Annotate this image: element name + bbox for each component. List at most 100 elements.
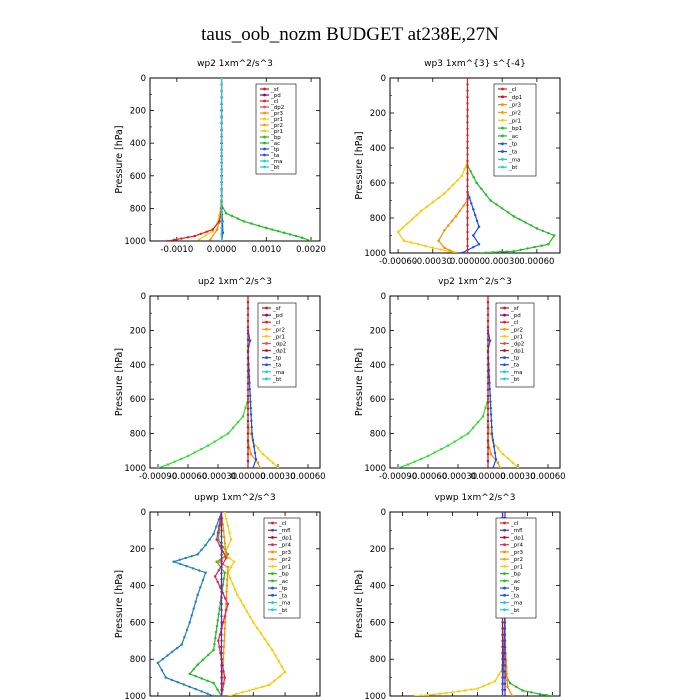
data-point [426,693,429,696]
data-point [224,548,227,552]
data-point [443,246,446,249]
data-point [241,691,244,694]
legend-marker [271,536,274,539]
data-point [182,683,185,686]
data-point [486,332,490,335]
y-axis-label: Pressure [hPa] [114,125,125,193]
data-point [164,676,168,679]
data-point [420,209,423,213]
data-point [466,165,469,169]
legend-marker [265,370,268,374]
data-point [466,102,469,105]
legend-marker [501,103,504,107]
data-point [462,204,465,207]
data-point [250,419,253,423]
legend-entry: _ta [278,593,287,599]
data-point [489,453,493,456]
data-point [466,159,469,162]
series-group [156,512,287,696]
legend-entry: _tp [272,356,282,362]
data-point [242,220,246,223]
data-point [501,688,504,692]
data-point [466,140,469,143]
data-point [490,426,493,429]
data-point [443,229,446,232]
data-point [406,463,410,466]
chart-panel-2: wp3 1xm^{3} s^{-4} Pressure [hPa] 0 200 400 6… [354,59,561,267]
legend-marker [503,349,506,352]
data-point [200,548,203,551]
data-point [220,78,223,80]
data-point [230,214,234,218]
data-point [463,167,466,171]
x-tick-label: 0.00000 [230,472,265,482]
data-point [217,613,220,616]
data-point [396,466,400,468]
data-point [460,436,463,439]
legend-marker [503,564,506,568]
data-point [488,339,492,342]
data-point [489,400,492,403]
legend-entry: _tp [510,586,520,592]
data-point [498,466,502,468]
data-point [228,694,231,696]
data-point [226,572,229,575]
legend-entry: _pr1 [270,117,283,123]
data-point [252,445,256,448]
data-point [490,419,493,423]
data-point [518,218,521,221]
legend-entry: _tp [270,147,280,153]
data-point [236,217,240,220]
legend-marker [503,320,506,324]
data-point [456,179,459,182]
data-point [451,183,455,186]
data-point [220,658,223,661]
legend-entry: _dp2 [510,341,524,347]
data-point [220,639,223,642]
data-point [225,590,228,593]
data-point [246,326,250,329]
data-point [229,577,232,580]
data-point [226,545,230,549]
data-point [218,607,221,610]
data-point [166,654,169,657]
data-point [217,639,220,642]
data-point [213,642,216,646]
data-point [220,664,223,667]
data-point [249,400,252,403]
legend-marker [503,557,506,561]
data-point [529,224,533,227]
legend-marker [503,334,506,338]
data-point [261,685,264,688]
series-line-dp1 [397,399,489,468]
data-point [220,670,223,673]
x-tick-label: 0.00060 [530,472,565,482]
data-point [220,145,223,149]
data-point [194,600,197,603]
data-point [466,108,469,112]
data-point [246,407,250,410]
data-point [486,382,490,385]
data-point [250,426,253,429]
x-tick-label: -0.00030 [199,472,237,482]
data-point [495,203,498,206]
data-point [246,369,250,373]
data-point [283,670,287,674]
legend: _sf_pd_cl_pr2_pr1_dp2 _dp1_tp_ta_ma_bt [257,302,297,388]
data-point [239,599,242,602]
legend-marker [263,117,266,121]
series-line-ac [466,165,556,253]
y-tick-label: 200 [370,326,386,336]
series-line-tp [461,191,480,253]
legend-entry: _sf [272,306,282,312]
y-tick-label: 400 [370,582,386,592]
data-point [540,244,543,247]
data-point [486,388,490,391]
data-point [222,529,225,533]
series-line-pr1 [397,161,469,253]
series-line-tp [247,330,257,468]
data-point [246,413,250,416]
legend-marker [265,334,268,338]
chart-panel-1: wp2 1xm^2/s^3 Pressure [hPa] 0 200 400 600 800… [114,59,326,255]
legend-box [495,517,537,619]
